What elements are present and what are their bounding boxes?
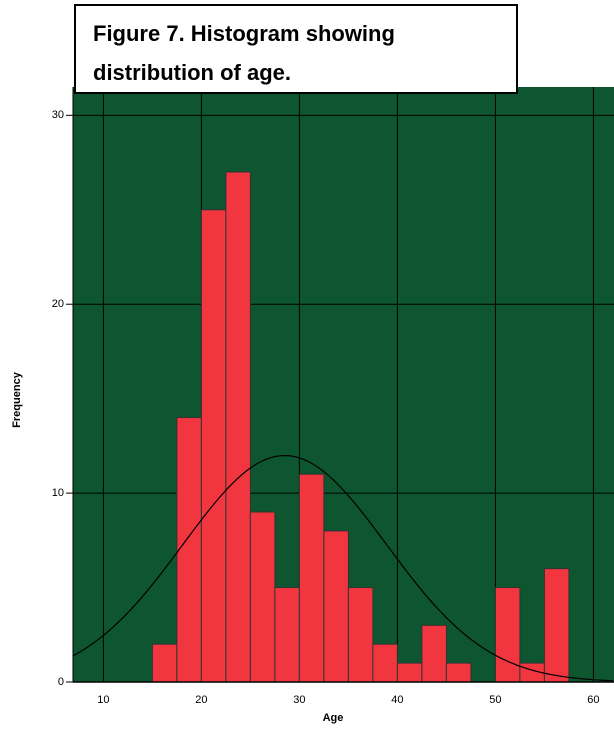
bar <box>421 624 447 683</box>
y-tick-label: 10 <box>52 487 64 499</box>
y-axis-label: Frequency <box>11 371 23 428</box>
plot-area: 0 10 20 30 10 20 30 40 50 60 <box>52 87 614 706</box>
bar <box>200 209 227 683</box>
y-tick-label: 30 <box>52 109 64 121</box>
bar <box>445 662 472 683</box>
x-tick-label: 20 <box>195 694 207 706</box>
chart-title: distribution of age. <box>93 60 291 85</box>
x-tick-label: 60 <box>587 694 599 706</box>
x-tick-label: 10 <box>97 694 109 706</box>
bar <box>494 587 521 683</box>
bar <box>249 511 276 683</box>
chart-title: Figure 7. Histogram showing <box>93 21 395 46</box>
bar <box>298 473 325 683</box>
bar <box>151 643 178 683</box>
normal-curve <box>72 454 614 682</box>
bar <box>176 417 202 683</box>
title-box <box>74 4 518 94</box>
bar <box>372 643 398 683</box>
bar <box>396 662 423 683</box>
x-tick-label: 50 <box>489 694 501 706</box>
bar <box>543 568 570 683</box>
bar <box>274 587 300 683</box>
x-tick-label: 30 <box>293 694 305 706</box>
x-tick-label: 40 <box>391 694 403 706</box>
bar <box>323 530 349 683</box>
bar <box>347 587 374 683</box>
y-tick-label: 20 <box>52 298 64 310</box>
bar <box>225 171 251 683</box>
y-tick-label: 0 <box>58 676 64 688</box>
x-axis-label: Age <box>323 712 344 724</box>
